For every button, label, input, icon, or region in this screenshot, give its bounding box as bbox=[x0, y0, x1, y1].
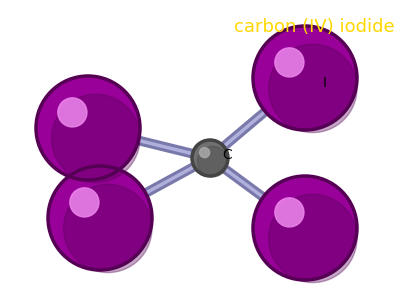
Circle shape bbox=[257, 30, 353, 126]
Circle shape bbox=[58, 98, 118, 158]
Circle shape bbox=[292, 65, 318, 91]
Circle shape bbox=[301, 74, 309, 82]
Circle shape bbox=[202, 151, 218, 166]
Circle shape bbox=[288, 211, 322, 245]
Circle shape bbox=[45, 85, 131, 171]
Circle shape bbox=[253, 176, 357, 280]
Circle shape bbox=[262, 35, 348, 121]
Circle shape bbox=[253, 26, 357, 130]
Circle shape bbox=[292, 215, 318, 241]
Circle shape bbox=[36, 76, 140, 180]
Circle shape bbox=[283, 56, 327, 100]
Text: C: C bbox=[222, 148, 232, 162]
Circle shape bbox=[270, 193, 340, 263]
Circle shape bbox=[275, 198, 304, 227]
Circle shape bbox=[279, 202, 331, 254]
Circle shape bbox=[49, 89, 127, 167]
Circle shape bbox=[194, 142, 226, 175]
Circle shape bbox=[296, 219, 314, 237]
Circle shape bbox=[64, 184, 152, 273]
Circle shape bbox=[200, 148, 210, 158]
Circle shape bbox=[79, 119, 97, 137]
Circle shape bbox=[52, 170, 148, 266]
Circle shape bbox=[87, 205, 113, 231]
Circle shape bbox=[266, 39, 344, 117]
Circle shape bbox=[279, 52, 331, 104]
Circle shape bbox=[269, 44, 357, 133]
Circle shape bbox=[283, 206, 327, 250]
Circle shape bbox=[70, 188, 130, 248]
Circle shape bbox=[208, 157, 212, 160]
Circle shape bbox=[53, 93, 123, 163]
Circle shape bbox=[192, 140, 228, 176]
Circle shape bbox=[253, 26, 357, 130]
Circle shape bbox=[48, 166, 152, 270]
Circle shape bbox=[62, 102, 114, 154]
Circle shape bbox=[40, 80, 136, 176]
Circle shape bbox=[70, 188, 99, 217]
Circle shape bbox=[192, 140, 228, 176]
Circle shape bbox=[91, 209, 109, 227]
Circle shape bbox=[275, 48, 304, 77]
Circle shape bbox=[288, 61, 322, 95]
Circle shape bbox=[257, 180, 353, 276]
Circle shape bbox=[78, 196, 122, 240]
Circle shape bbox=[36, 76, 140, 180]
Circle shape bbox=[262, 185, 348, 271]
Circle shape bbox=[301, 224, 309, 232]
Circle shape bbox=[275, 198, 335, 258]
Circle shape bbox=[198, 146, 222, 170]
Circle shape bbox=[75, 115, 101, 141]
Circle shape bbox=[275, 48, 335, 108]
Circle shape bbox=[195, 143, 225, 173]
Circle shape bbox=[269, 194, 357, 283]
Circle shape bbox=[197, 146, 228, 177]
Circle shape bbox=[48, 166, 152, 270]
Circle shape bbox=[84, 124, 92, 132]
Text: carbon (IV) iodide: carbon (IV) iodide bbox=[234, 18, 395, 36]
Circle shape bbox=[83, 201, 117, 235]
Circle shape bbox=[66, 106, 110, 150]
Circle shape bbox=[253, 176, 357, 280]
Circle shape bbox=[206, 154, 214, 163]
Circle shape bbox=[196, 145, 224, 172]
Circle shape bbox=[270, 43, 340, 113]
Circle shape bbox=[52, 94, 140, 183]
Circle shape bbox=[57, 175, 143, 261]
Circle shape bbox=[207, 155, 213, 161]
Circle shape bbox=[200, 148, 220, 169]
Circle shape bbox=[65, 183, 135, 253]
Circle shape bbox=[58, 98, 87, 127]
Circle shape bbox=[71, 111, 105, 145]
Text: I: I bbox=[323, 76, 327, 90]
Circle shape bbox=[266, 189, 344, 267]
Circle shape bbox=[296, 69, 314, 87]
Circle shape bbox=[74, 192, 126, 244]
Circle shape bbox=[201, 149, 219, 167]
Circle shape bbox=[61, 179, 139, 257]
Circle shape bbox=[204, 152, 216, 164]
Circle shape bbox=[96, 214, 104, 222]
